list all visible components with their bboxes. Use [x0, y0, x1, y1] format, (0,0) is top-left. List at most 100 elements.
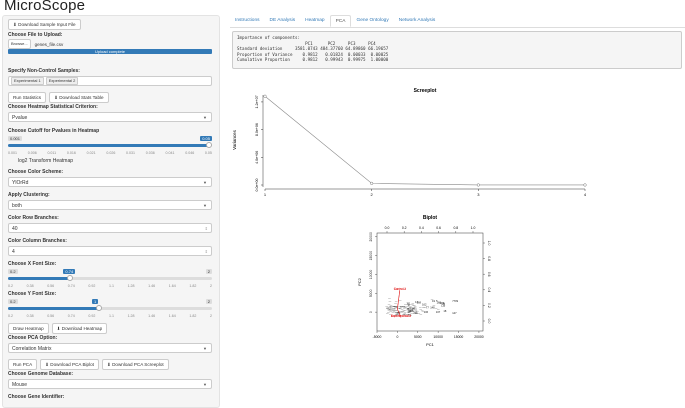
gene-label: 47	[442, 303, 445, 307]
slider-tick-label: 2	[209, 284, 212, 288]
app-title: MicroScope	[4, 0, 86, 14]
summary-row: Standard deviation 3581.0743 484.37760 6…	[237, 46, 389, 52]
gene-point: —	[402, 305, 405, 308]
gene-point: —	[390, 309, 393, 312]
gene-point: —	[403, 312, 406, 315]
gene-label: 12	[415, 300, 418, 304]
gene-point: —	[397, 313, 400, 316]
tab-instructions[interactable]: Instructions	[235, 18, 260, 23]
clustering-select[interactable]: both ▼	[8, 200, 212, 210]
slider-max-label: 0.05	[200, 136, 212, 141]
heatmap-criterion-value: Pvalue	[12, 115, 28, 121]
col-branches-input[interactable]: 4 ⇕	[8, 246, 212, 256]
cutoff-slider[interactable]: 0.001 0.05 0.001 0.006 0.011 0.016 0.021 0.02…	[8, 134, 212, 158]
summary-header: PC1 PC2 PC3 PC4	[237, 40, 376, 46]
data-point	[476, 183, 480, 187]
slider-tick-label: 0.2	[8, 314, 13, 318]
run-pca-button[interactable]: Run PCA	[8, 359, 38, 370]
tab-de-analysis[interactable]: DE Analysis	[269, 18, 296, 23]
slider-tick-label: 0.046	[185, 151, 195, 155]
noncontrol-select[interactable]: Experimental 1 Experimental 2	[8, 76, 212, 86]
sidebar: ⬇ Download Sample Input File Choose File…	[2, 15, 220, 408]
gene-point: —	[437, 308, 440, 311]
tab-heatmap[interactable]: Heatmap	[305, 18, 325, 23]
stepper-icon[interactable]: ⇕	[204, 226, 208, 231]
gene-point: —	[386, 312, 389, 315]
chevron-down-icon: ▼	[203, 382, 207, 387]
pca-summary: Importance of components: PC1 PC2 PC3 PC…	[232, 31, 682, 69]
x-axis-label: PC1	[426, 342, 435, 347]
gene-point: —	[401, 309, 404, 312]
chevron-down-icon: ▼	[203, 180, 207, 185]
stepper-icon[interactable]: ⇕	[204, 249, 208, 254]
gene-point: —	[409, 313, 412, 316]
top-tick-label: 0.2	[402, 226, 407, 230]
upload-label: Choose File to Upload:	[8, 32, 63, 38]
gene-point: —	[395, 314, 398, 317]
y-font-slider[interactable]: 0.2 2 1 0.2 0.38 0.56 0.74 0.92 1.1 1.28 1.46 1.…	[8, 297, 212, 321]
tab-pca[interactable]: PCA	[329, 15, 352, 27]
gene-point: —	[392, 311, 395, 314]
tab-network-analysis[interactable]: Network Analysis	[398, 18, 436, 23]
slider-tick-label: 0.041	[165, 151, 175, 155]
run-statistics-button[interactable]: Run Statistics	[8, 92, 47, 103]
browse-button[interactable]: Browse...	[8, 39, 31, 49]
color-scheme-select[interactable]: YlOrRd ▼	[8, 177, 212, 187]
genome-db-select[interactable]: Mouse ▼	[8, 379, 212, 389]
gene-point: —	[393, 305, 396, 308]
noncontrol-tag[interactable]: Experimental 1	[11, 77, 44, 85]
gene-point: —	[404, 314, 407, 317]
gene-point: —	[399, 311, 402, 314]
slider-tick-label: 0.011	[47, 151, 57, 155]
slider-tick-label: 0.036	[145, 151, 155, 155]
gene-point: —	[397, 312, 400, 315]
slider-tick-label: 0.016	[66, 151, 76, 155]
y-tick-label: 4.0e+06	[255, 151, 259, 164]
gene-point: —	[390, 307, 393, 310]
gene-point: —	[407, 311, 410, 314]
x-tick-label: 3	[477, 192, 480, 197]
draw-heatmap-button[interactable]: Draw Heatmap	[8, 323, 49, 334]
noncontrol-tag[interactable]: Experimental 2	[45, 77, 79, 85]
gene-point: —	[418, 312, 421, 315]
pca-option-select[interactable]: Correlation Matrix ▼	[8, 343, 212, 353]
slider-handle[interactable]	[206, 142, 212, 148]
y-axis-label: PC2	[357, 277, 362, 286]
gene-point: —	[403, 307, 406, 310]
gene-point: —	[387, 308, 390, 311]
gene-point: —	[385, 305, 388, 308]
gene-point: —	[410, 309, 413, 312]
x-font-slider[interactable]: 0.2 2 0.74 0.2 0.38 0.56 0.74 0.92 1.1 1.28 1.4…	[8, 267, 212, 291]
gene-point: —	[387, 311, 390, 314]
gene-point: —	[395, 314, 398, 317]
gene-point: —	[411, 303, 414, 306]
x-tick-label: 20000	[474, 335, 484, 339]
gene-point: —	[409, 314, 412, 317]
gene-label: 5	[436, 299, 438, 303]
download-stats-button[interactable]: ⬇ Download Stats Table	[49, 92, 109, 103]
heatmap-criterion-label: Choose Heatmap Statistical Criterion:	[8, 104, 98, 110]
slider-handle[interactable]	[67, 275, 74, 281]
gene-point: —	[407, 307, 410, 310]
gene-point: —	[413, 312, 416, 315]
row-branches-label: Color Row Branches:	[8, 215, 59, 221]
gene-point: —	[412, 308, 415, 311]
row-branches-input[interactable]: 40 ⇕	[8, 223, 212, 233]
gene-point: —	[399, 308, 402, 311]
gene-point: —	[396, 305, 399, 308]
download-biplot-button[interactable]: ⬇ Download PCA Biplot	[40, 359, 99, 370]
download-sample-button[interactable]: ⬇ Download Sample Input File	[8, 19, 81, 30]
heatmap-criterion-select[interactable]: Pvalue ▼	[8, 112, 212, 122]
download-stats-label: Download Stats Table	[59, 95, 104, 100]
gene-point: —	[390, 305, 393, 308]
download-heatmap-button[interactable]: ⬇ Download Heatmap	[51, 323, 108, 334]
slider-tick-label: 0.92	[88, 314, 96, 318]
download-screeplot-button[interactable]: ⬇ Download PCA Screeplot	[101, 359, 169, 370]
gene-point: —	[394, 306, 397, 309]
download-icon: ⬇	[54, 95, 58, 100]
gene-point: —	[420, 313, 423, 316]
gene-label: 91	[408, 301, 411, 305]
slider-handle[interactable]	[96, 305, 102, 311]
tab-gene-ontology[interactable]: Gene Ontology	[356, 18, 389, 23]
